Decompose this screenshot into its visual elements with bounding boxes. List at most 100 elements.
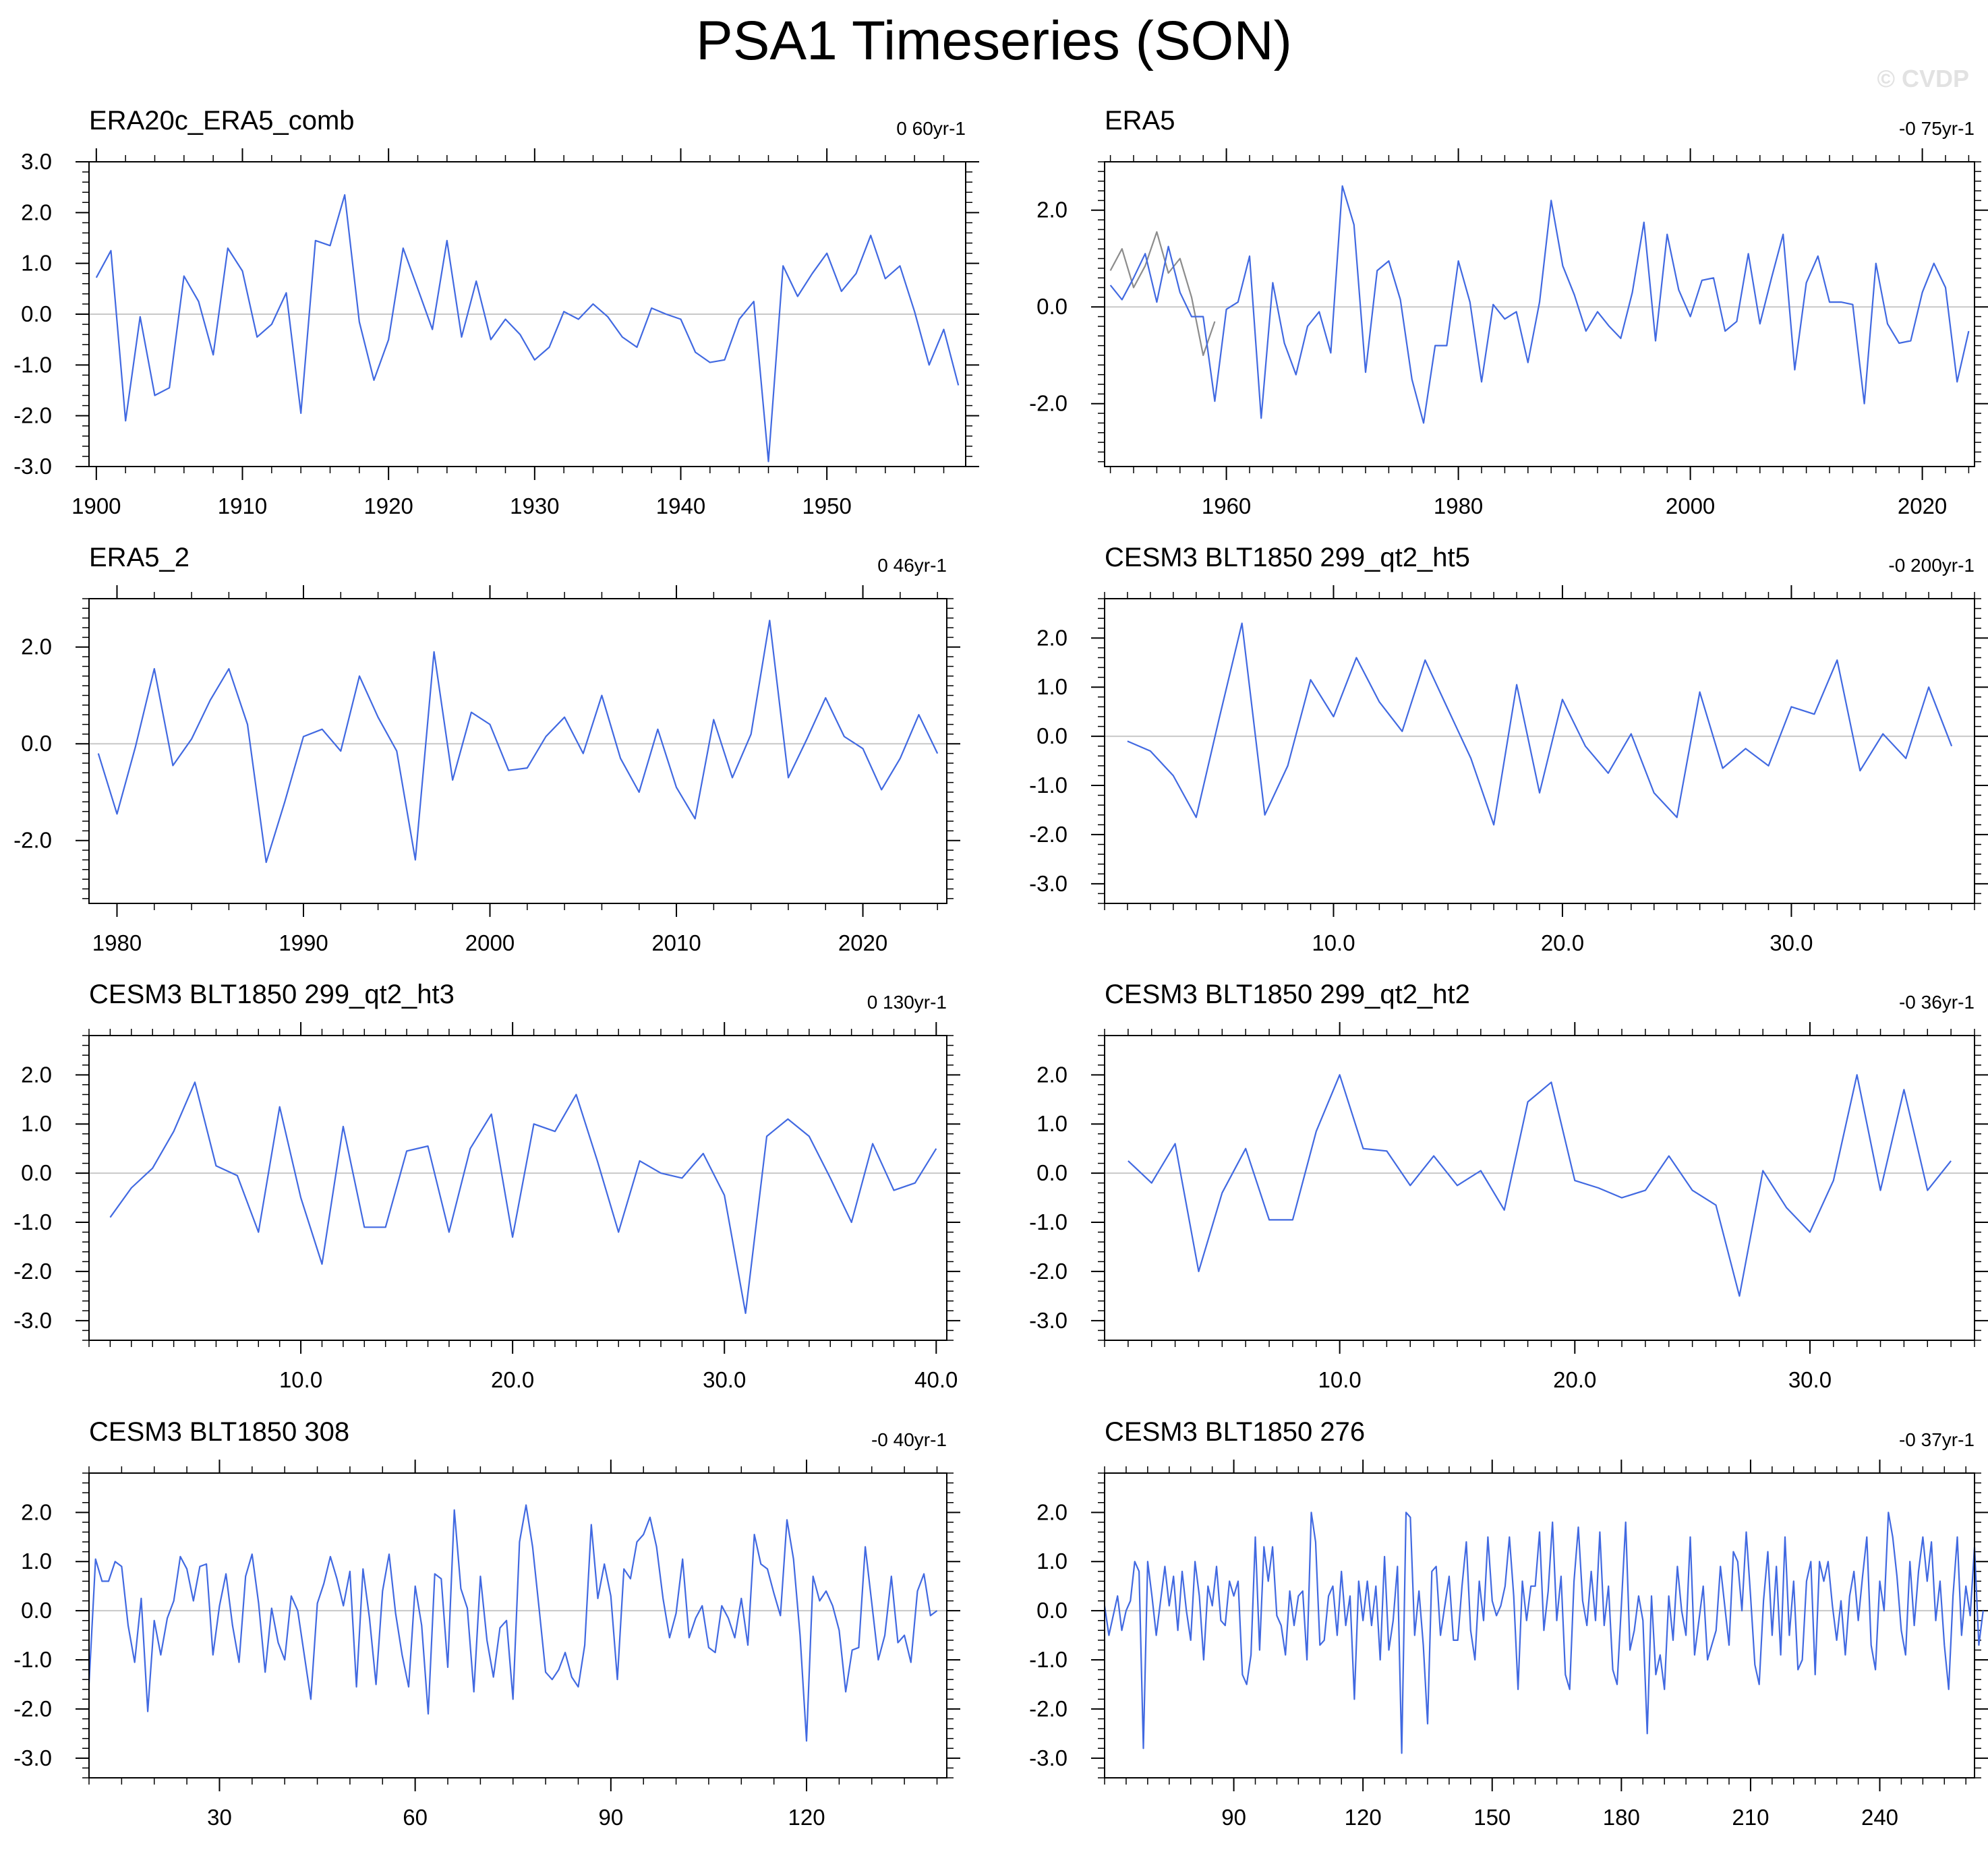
x-tick-label: 40.0 — [914, 1367, 958, 1392]
y-tick-label: -2.0 — [13, 403, 52, 428]
series-line — [88, 1504, 938, 1742]
y-tick-label: -3.0 — [1029, 1308, 1068, 1333]
panel-title: CESM3 BLT1850 308 — [89, 1417, 349, 1447]
series-line — [95, 193, 960, 462]
y-tick-label: 0.0 — [21, 1598, 52, 1623]
x-tick-label: 20.0 — [1553, 1367, 1596, 1392]
panel-2: ERA5 -0 75yr-1 1960 1980 2000 2020 -2.0 0.0 2.0 — [1029, 106, 1988, 518]
x-tick-label: 20.0 — [491, 1367, 534, 1392]
y-tick-label: 2.0 — [1036, 1062, 1068, 1087]
y-tick-label: 1.0 — [1036, 1111, 1068, 1136]
x-tick-label: 120 — [1345, 1805, 1382, 1830]
x-tick-label: 1990 — [279, 930, 328, 955]
y-tick-label: 0.0 — [21, 1160, 52, 1185]
x-tick-label: 1950 — [802, 494, 851, 518]
panel-title: CESM3 BLT1850 299_qt2_ht5 — [1105, 543, 1470, 572]
plot-frame — [88, 161, 966, 467]
x-tick-label: 210 — [1732, 1805, 1769, 1830]
y-tick-label: 2.0 — [1036, 625, 1068, 650]
y-tick-label: -1.0 — [1029, 773, 1068, 798]
panel-1: ERA20c_ERA5_comb 0 60yr-1 1900 1910 1920 1930… — [13, 106, 979, 518]
plot-frame — [1104, 1035, 1975, 1341]
x-tick-label: 1910 — [218, 494, 267, 518]
y-tick-label: -2.0 — [13, 1259, 52, 1284]
x-tick-label: 1900 — [71, 494, 121, 518]
y-tick-label: 1.0 — [21, 1549, 52, 1574]
panel-3: ERA5_2 0 46yr-1 1980 1990 2000 2010 2020 -2.0 0.… — [13, 543, 960, 955]
x-tick-label: 240 — [1861, 1805, 1898, 1830]
panel-title: CESM3 BLT1850 276 — [1105, 1417, 1365, 1447]
y-tick-label: 0.0 — [21, 731, 52, 756]
x-tick-label: 2000 — [465, 930, 515, 955]
panel-title: CESM3 BLT1850 299_qt2_ht3 — [89, 980, 455, 1009]
panel-6: CESM3 BLT1850 299_qt2_ht2 -0 36yr-1 10.0 20… — [1029, 980, 1988, 1392]
y-tick-label: -1.0 — [1029, 1647, 1068, 1672]
y-tick-label: 2.0 — [21, 1499, 52, 1524]
x-tick-label: 2000 — [1666, 494, 1715, 518]
plot-frame — [88, 1035, 947, 1341]
x-tick-label: 180 — [1603, 1805, 1640, 1830]
panel-7: CESM3 BLT1850 308 -0 40yr-1 30 60 90 120 -3.0 -… — [13, 1417, 960, 1830]
x-tick-label: 60 — [403, 1805, 428, 1830]
y-tick-label: 0.0 — [21, 301, 52, 326]
series-line-overlay — [1109, 231, 1216, 357]
x-tick-label: 10.0 — [279, 1367, 322, 1392]
series-line — [1109, 185, 1970, 424]
y-tick-label: 2.0 — [21, 200, 52, 225]
plot-frame — [88, 1472, 947, 1778]
y-tick-label: -1.0 — [13, 1647, 52, 1672]
y-tick-label: -2.0 — [13, 1696, 52, 1721]
x-tick-label: 30.0 — [1770, 930, 1813, 955]
x-tick-label: 10.0 — [1312, 930, 1355, 955]
y-tick-label: -1.0 — [1029, 1209, 1068, 1234]
y-tick-label: -2.0 — [1029, 1259, 1068, 1284]
x-tick-label: 150 — [1473, 1805, 1511, 1830]
x-tick-label: 10.0 — [1318, 1367, 1362, 1392]
panel-trend: -0 36yr-1 — [1899, 992, 1975, 1013]
cvdp-watermark: © CVDP — [1877, 65, 1969, 92]
x-tick-label: 30.0 — [1788, 1367, 1832, 1392]
panel-title: ERA5_2 — [89, 543, 189, 572]
x-tick-label: 90 — [1221, 1805, 1246, 1830]
series-line — [1103, 1512, 1984, 1754]
y-tick-label: -3.0 — [13, 1745, 52, 1770]
panel-8: CESM3 BLT1850 276 -0 37yr-1 90 120 150 180 210… — [1029, 1417, 1988, 1830]
plot-frame — [88, 598, 947, 904]
x-tick-label: 1930 — [510, 494, 559, 518]
panel-trend: -0 40yr-1 — [871, 1429, 947, 1450]
series-line — [1128, 1074, 1952, 1297]
y-tick-label: 1.0 — [21, 251, 52, 276]
x-tick-label: 120 — [788, 1805, 825, 1830]
x-tick-label: 1940 — [656, 494, 705, 518]
panel-trend: -0 200yr-1 — [1888, 555, 1975, 576]
y-tick-label: 1.0 — [21, 1111, 52, 1136]
y-tick-label: -1.0 — [13, 1209, 52, 1234]
x-tick-label: 30 — [207, 1805, 232, 1830]
panel-trend: -0 37yr-1 — [1899, 1429, 1975, 1450]
plot-frame — [1104, 1472, 1975, 1778]
series-line — [97, 620, 939, 864]
panel-trend: 0 60yr-1 — [896, 118, 966, 139]
series-line — [1127, 622, 1953, 826]
x-tick-label: 1980 — [1434, 494, 1483, 518]
panel-title: CESM3 BLT1850 299_qt2_ht2 — [1105, 980, 1470, 1009]
y-tick-label: 3.0 — [21, 149, 52, 174]
y-tick-label: 2.0 — [21, 634, 52, 659]
y-tick-label: 0.0 — [1036, 1160, 1068, 1185]
panel-trend: 0 130yr-1 — [867, 992, 947, 1013]
figure-title: PSA1 Timeseries (SON) — [696, 10, 1292, 71]
x-tick-label: 2010 — [651, 930, 701, 955]
y-tick-label: -3.0 — [13, 454, 52, 479]
x-tick-label: 2020 — [838, 930, 887, 955]
y-tick-label: 2.0 — [1036, 1499, 1068, 1524]
plot-frame — [1104, 161, 1975, 467]
y-tick-label: 0.0 — [1036, 1598, 1068, 1623]
series-line — [109, 1081, 937, 1315]
y-tick-label: -2.0 — [1029, 391, 1068, 416]
x-tick-label: 30.0 — [703, 1367, 746, 1392]
y-tick-label: 2.0 — [1036, 198, 1068, 222]
y-tick-label: 1.0 — [1036, 674, 1068, 699]
panel-trend: 0 46yr-1 — [877, 555, 947, 576]
